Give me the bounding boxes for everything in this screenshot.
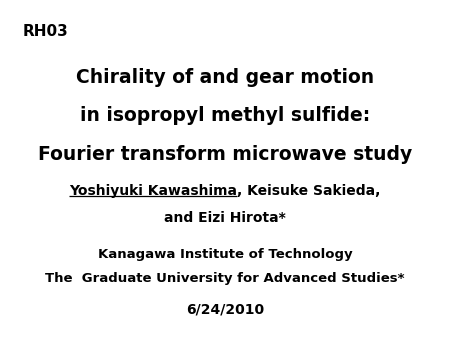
Text: Yoshiyuki Kawashima, Keisuke Sakieda,: Yoshiyuki Kawashima, Keisuke Sakieda,	[69, 184, 381, 198]
Text: in isopropyl methyl sulfide:: in isopropyl methyl sulfide:	[80, 106, 370, 125]
Text: Fourier transform microwave study: Fourier transform microwave study	[38, 145, 412, 164]
Text: Chirality of and gear motion: Chirality of and gear motion	[76, 68, 374, 87]
Text: RH03: RH03	[22, 24, 68, 39]
Text: and Eizi Hirota*: and Eizi Hirota*	[164, 211, 286, 225]
Text: Kanagawa Institute of Technology: Kanagawa Institute of Technology	[98, 248, 352, 261]
Text: 6/24/2010: 6/24/2010	[186, 303, 264, 316]
Text: The  Graduate University for Advanced Studies*: The Graduate University for Advanced Stu…	[45, 272, 405, 285]
